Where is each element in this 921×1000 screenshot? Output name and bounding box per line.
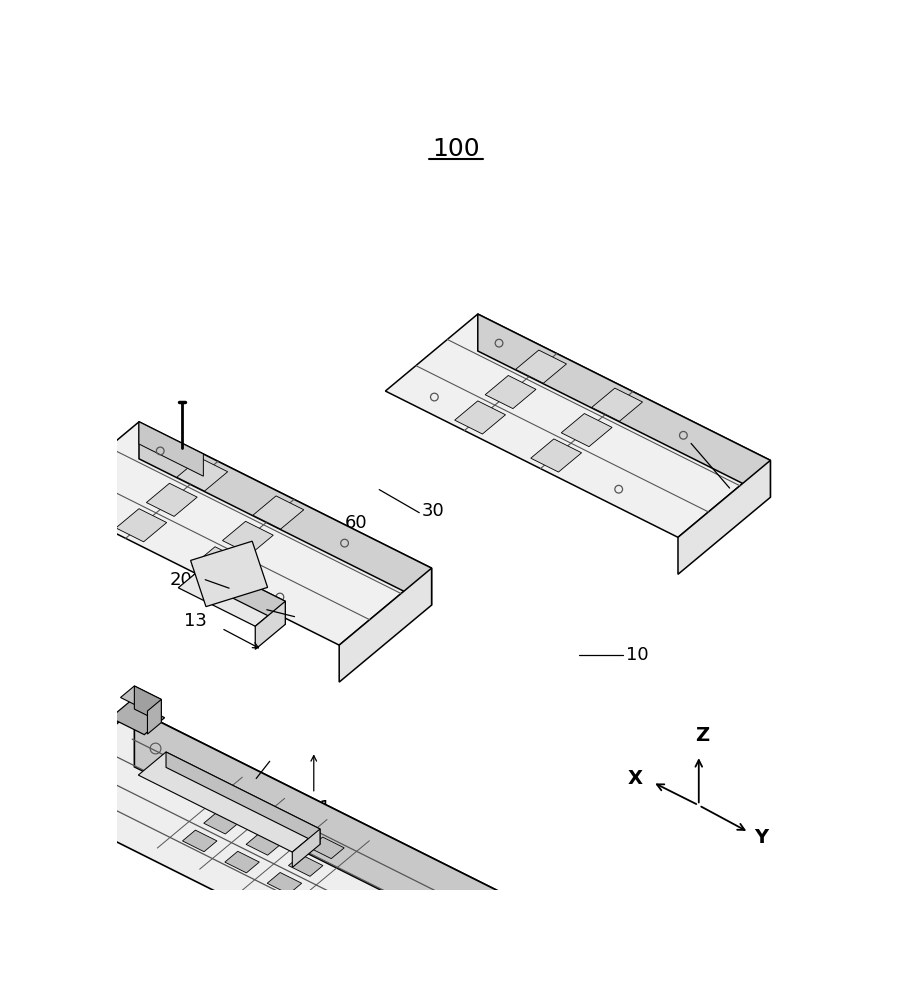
Polygon shape xyxy=(451,921,558,1000)
Polygon shape xyxy=(134,709,558,979)
Text: 20: 20 xyxy=(733,479,756,497)
Polygon shape xyxy=(478,314,770,497)
Polygon shape xyxy=(192,547,243,580)
Polygon shape xyxy=(255,601,286,649)
Polygon shape xyxy=(253,496,304,529)
Polygon shape xyxy=(47,422,432,645)
Polygon shape xyxy=(561,414,612,447)
Text: 30: 30 xyxy=(422,502,444,520)
Polygon shape xyxy=(246,834,281,855)
Polygon shape xyxy=(530,439,581,472)
Polygon shape xyxy=(182,830,217,852)
Polygon shape xyxy=(455,401,506,434)
Polygon shape xyxy=(139,422,204,476)
Polygon shape xyxy=(166,752,320,844)
Polygon shape xyxy=(223,521,274,554)
Polygon shape xyxy=(177,458,227,491)
Text: Z: Z xyxy=(695,726,710,745)
Text: X: X xyxy=(627,769,643,788)
Polygon shape xyxy=(385,314,770,537)
Polygon shape xyxy=(267,872,302,894)
Polygon shape xyxy=(111,701,165,735)
Polygon shape xyxy=(418,975,472,1000)
Polygon shape xyxy=(204,812,239,834)
Polygon shape xyxy=(147,699,161,734)
Text: 100: 100 xyxy=(433,137,480,161)
Polygon shape xyxy=(508,900,563,934)
Polygon shape xyxy=(146,483,197,516)
Polygon shape xyxy=(208,563,286,624)
Polygon shape xyxy=(267,816,302,837)
Text: 11: 11 xyxy=(308,799,331,817)
Polygon shape xyxy=(485,375,536,409)
Polygon shape xyxy=(592,388,643,421)
Polygon shape xyxy=(134,686,161,723)
Polygon shape xyxy=(41,788,55,823)
Polygon shape xyxy=(20,776,75,810)
Polygon shape xyxy=(678,460,770,574)
Polygon shape xyxy=(116,509,167,542)
Polygon shape xyxy=(121,686,161,711)
Polygon shape xyxy=(225,851,260,873)
Polygon shape xyxy=(516,350,566,383)
Polygon shape xyxy=(29,774,55,811)
Polygon shape xyxy=(225,795,260,816)
Polygon shape xyxy=(309,837,344,859)
Polygon shape xyxy=(29,709,558,1000)
Text: 10: 10 xyxy=(625,646,648,664)
Polygon shape xyxy=(292,829,320,867)
Text: 13: 13 xyxy=(184,611,206,630)
Polygon shape xyxy=(14,774,55,800)
Text: Y: Y xyxy=(754,828,768,847)
Polygon shape xyxy=(288,855,323,876)
Polygon shape xyxy=(179,563,286,626)
Polygon shape xyxy=(138,752,320,852)
Text: 40: 40 xyxy=(242,601,265,619)
Text: 60: 60 xyxy=(344,514,367,532)
Polygon shape xyxy=(339,568,432,682)
Polygon shape xyxy=(139,422,432,605)
Text: 12: 12 xyxy=(222,775,244,793)
Polygon shape xyxy=(191,541,268,607)
Text: 200: 200 xyxy=(169,571,204,589)
